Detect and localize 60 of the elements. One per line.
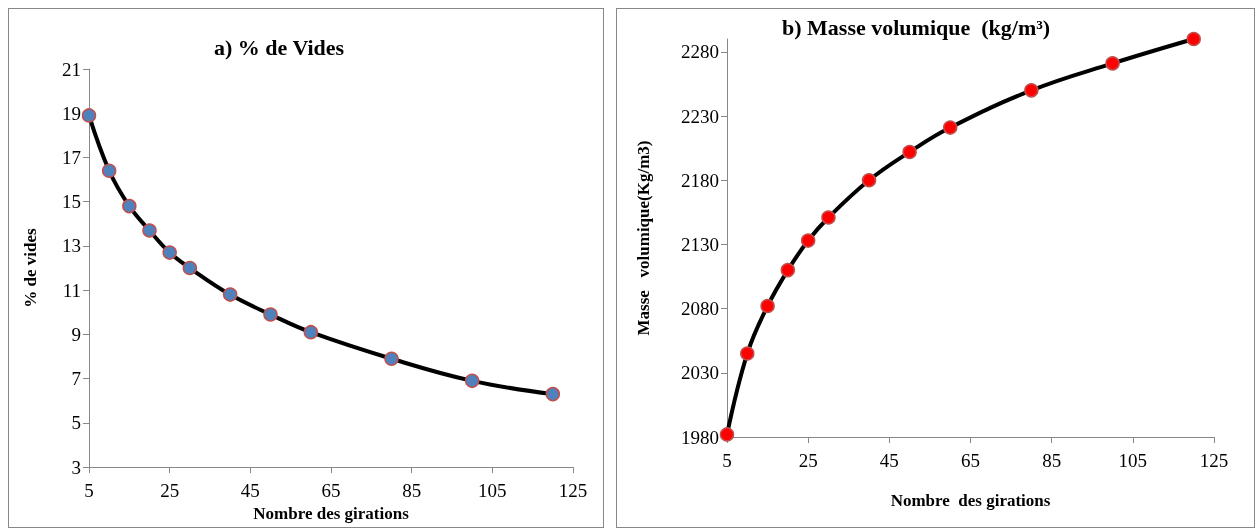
x-tick-label: 65 bbox=[321, 480, 341, 502]
y-tick-label: 11 bbox=[62, 279, 81, 301]
y-axis-title: Masse volumique(Kg/m3) bbox=[634, 140, 653, 336]
y-tick-label: 15 bbox=[62, 191, 81, 213]
point bbox=[760, 298, 775, 314]
y-tick-label: 7 bbox=[71, 368, 81, 390]
point bbox=[384, 351, 399, 366]
point bbox=[740, 346, 755, 361]
point bbox=[861, 172, 877, 188]
x-axis-title: Nombre des girations bbox=[253, 504, 410, 523]
x-tick-label: 45 bbox=[879, 450, 899, 471]
y-tick-label: 1980 bbox=[681, 426, 719, 448]
y-tick-label: 17 bbox=[62, 146, 81, 168]
point bbox=[1105, 56, 1120, 71]
y-tick-label: 2130 bbox=[681, 233, 719, 255]
y-tick-label: 9 bbox=[71, 323, 81, 345]
y-tick-label: 5 bbox=[71, 412, 81, 434]
y-tick-label: 2280 bbox=[681, 41, 719, 63]
point bbox=[545, 386, 561, 402]
point bbox=[162, 245, 177, 260]
point bbox=[464, 373, 480, 389]
y-tick-label: 2030 bbox=[681, 362, 719, 384]
point bbox=[1186, 31, 1201, 47]
x-tick-label: 25 bbox=[160, 480, 180, 502]
y-tick-label: 2080 bbox=[681, 298, 719, 320]
x-tick-label: 125 bbox=[1199, 450, 1229, 471]
y-tick-label: 19 bbox=[62, 102, 81, 124]
x-tick-label: 45 bbox=[240, 480, 260, 502]
point bbox=[1024, 83, 1039, 98]
point bbox=[780, 262, 796, 278]
y-axis-title: % de vides bbox=[21, 228, 40, 308]
x-tick-label: 85 bbox=[402, 480, 422, 502]
point bbox=[122, 198, 137, 214]
point bbox=[81, 108, 97, 123]
point bbox=[142, 223, 157, 238]
x-tick-label: 65 bbox=[961, 450, 980, 471]
point bbox=[182, 260, 198, 276]
x-tick-label: 5 bbox=[722, 450, 732, 471]
point bbox=[719, 427, 735, 442]
x-tick-label: 85 bbox=[1042, 450, 1062, 471]
point bbox=[800, 233, 816, 248]
x-axis-title: Nombre des girations bbox=[890, 491, 1051, 510]
y-tick-label: 13 bbox=[62, 235, 81, 257]
x-tick-label: 105 bbox=[1118, 450, 1148, 471]
point bbox=[821, 210, 836, 225]
y-tick-label: 2180 bbox=[681, 169, 719, 191]
chart-title: a) % de Vides bbox=[214, 34, 345, 60]
point bbox=[942, 120, 958, 135]
x-tick-label: 125 bbox=[558, 480, 588, 502]
point bbox=[222, 287, 238, 302]
point bbox=[101, 163, 117, 178]
point bbox=[263, 307, 278, 322]
x-tick-label: 25 bbox=[798, 450, 818, 471]
x-tick-label: 105 bbox=[478, 480, 507, 502]
point bbox=[303, 324, 319, 340]
point bbox=[902, 144, 917, 160]
chart-title: b) Masse volumique (kg/m³) bbox=[782, 14, 1051, 40]
y-tick-label: 21 bbox=[62, 58, 81, 80]
y-tick-label: 2230 bbox=[681, 105, 719, 127]
y-tick-label: 3 bbox=[71, 456, 81, 478]
